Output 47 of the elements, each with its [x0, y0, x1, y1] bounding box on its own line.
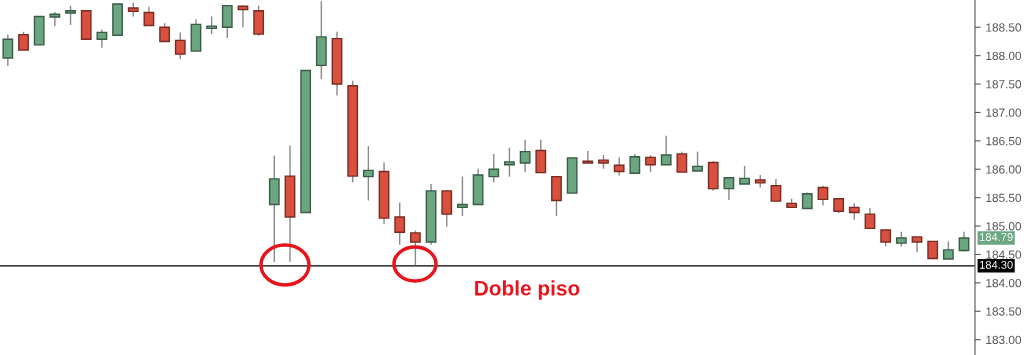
candlestick [958, 231, 970, 253]
candlestick [96, 28, 108, 49]
annotation: Doble piso [475, 280, 580, 300]
candlestick [692, 150, 703, 172]
candlestick [551, 175, 562, 217]
y-tick-label: 186.50 [986, 136, 1022, 146]
candlestick [676, 150, 688, 173]
y-tick-label: 188.00 [986, 51, 1022, 61]
candlestick [770, 178, 782, 202]
candlestick [660, 135, 672, 166]
candlestick [221, 4, 233, 39]
candlestick [18, 31, 29, 51]
y-tick-label: 183.50 [986, 307, 1022, 316]
candlestick [723, 177, 735, 201]
text: 184.79 [980, 233, 1013, 241]
candlestick [441, 190, 453, 228]
candlestick [174, 31, 186, 60]
candlestick [409, 229, 421, 266]
candlestick [253, 4, 265, 37]
y-tick-label: 186.00 [986, 165, 1022, 174]
y-tick-label: 188.50 [986, 23, 1022, 32]
ref-line-label: 184.30 [980, 260, 1013, 269]
candlestick [457, 175, 468, 217]
candlestick [864, 207, 876, 230]
candlestick [2, 33, 14, 67]
y-tick-label: 187.00 [986, 108, 1022, 117]
y-tick-label: 184.00 [986, 278, 1022, 288]
candlestick [362, 145, 374, 202]
candlestick [488, 153, 500, 184]
candlestick [519, 139, 531, 173]
candlestick [817, 185, 829, 207]
y-tick-label: 185.00 [986, 222, 1022, 231]
candlestick [394, 202, 406, 246]
y-tick-label: 184.50 [986, 250, 1022, 259]
candlestick [49, 11, 61, 27]
y-tick-label: 183.00 [986, 335, 1022, 345]
candlestick [613, 156, 625, 177]
candlestick [535, 139, 547, 174]
candlestick [504, 146, 515, 178]
candlestick [143, 6, 155, 27]
candlestick [582, 150, 594, 164]
candlestick [159, 22, 170, 43]
candlestick [739, 165, 750, 185]
y-tick-label: 185.50 [986, 193, 1022, 203]
y-tick-label: 187.50 [986, 80, 1022, 89]
candlestick [65, 4, 76, 26]
candlestick [629, 153, 641, 174]
